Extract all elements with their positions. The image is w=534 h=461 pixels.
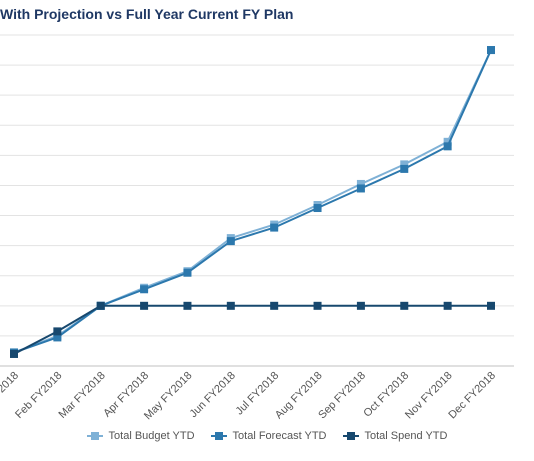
data-point bbox=[226, 301, 235, 310]
data-point bbox=[10, 349, 18, 358]
legend-forecast-label: Total Forecast YTD bbox=[232, 430, 327, 442]
data-point bbox=[487, 46, 495, 55]
data-point bbox=[443, 142, 452, 151]
data-point bbox=[140, 285, 149, 294]
legend-spend-swatch bbox=[342, 431, 359, 441]
data-point bbox=[356, 301, 365, 310]
data-point bbox=[53, 333, 62, 342]
data-point bbox=[356, 184, 365, 193]
series-line-2 bbox=[13, 304, 491, 355]
data-point bbox=[313, 204, 322, 213]
x-tick-label: Jun FY2018 bbox=[188, 370, 238, 420]
chart-title: With Projection vs Full Year Current FY … bbox=[0, 6, 294, 22]
data-point bbox=[96, 301, 105, 310]
legend-budget-label: Total Budget YTD bbox=[108, 430, 195, 442]
data-point bbox=[140, 301, 149, 310]
data-point bbox=[183, 268, 192, 277]
data-point bbox=[313, 301, 322, 310]
x-tick-label: Mar FY2018 bbox=[57, 370, 108, 421]
data-point bbox=[400, 160, 409, 169]
data-point bbox=[443, 301, 452, 310]
legend-forecast-swatch bbox=[210, 431, 227, 441]
legend-budget-swatch bbox=[86, 431, 103, 441]
legend-item-spend[interactable]: Total Spend YTD bbox=[342, 430, 448, 442]
data-point bbox=[400, 164, 409, 173]
data-point bbox=[356, 179, 365, 188]
data-point bbox=[226, 237, 235, 246]
chart-legend: Total Budget YTD Total Forecast YTD Tota… bbox=[0, 430, 534, 442]
data-point bbox=[270, 223, 279, 232]
data-point bbox=[400, 301, 409, 310]
legend-item-forecast[interactable]: Total Forecast YTD bbox=[210, 430, 327, 442]
legend-item-budget[interactable]: Total Budget YTD bbox=[86, 430, 195, 442]
x-tick-label: Sep FY2018 bbox=[316, 370, 368, 422]
data-point bbox=[183, 301, 192, 310]
data-point bbox=[487, 301, 495, 310]
x-tick-label: Dec FY2018 bbox=[446, 370, 498, 422]
legend-spend-label: Total Spend YTD bbox=[364, 430, 448, 442]
data-point bbox=[53, 327, 62, 336]
data-point bbox=[270, 301, 279, 310]
data-point bbox=[443, 137, 452, 146]
